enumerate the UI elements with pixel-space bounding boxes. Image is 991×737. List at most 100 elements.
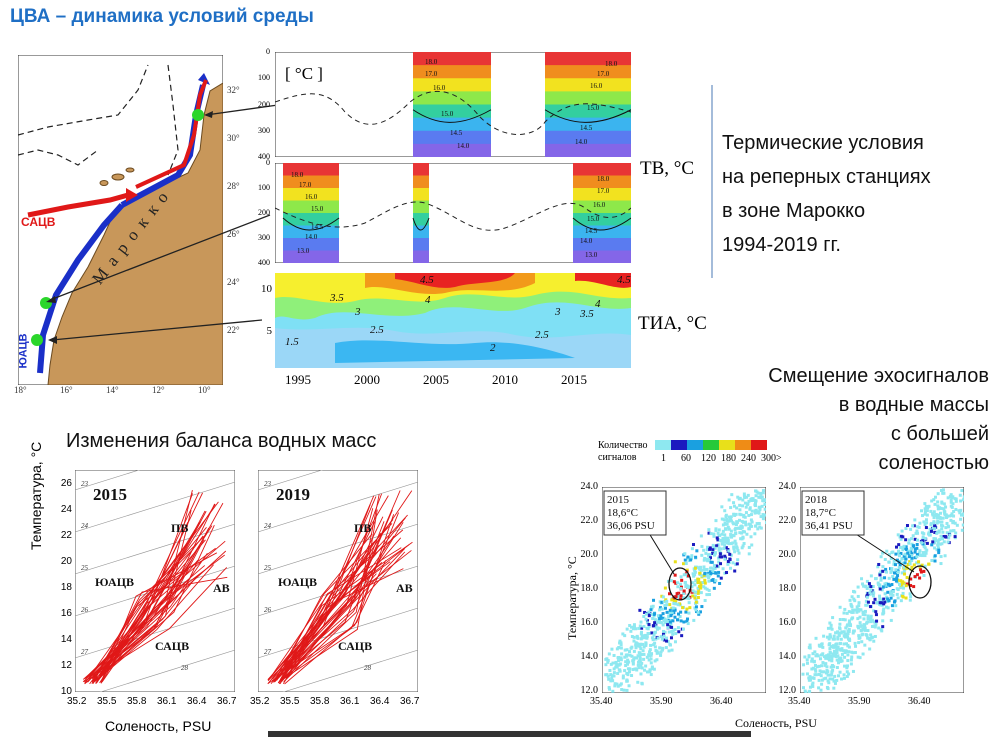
echo-cell [674,595,678,599]
echo-cell [619,641,623,645]
contour-label: 18.0 [291,171,304,179]
echo-cell [817,664,821,668]
echo-cell [652,598,656,602]
lon-tick: 10° [198,385,211,395]
echo-cell [939,534,943,538]
echo-cell [757,495,761,499]
echo-cell [853,651,857,655]
echo-cell [882,607,886,611]
echo-cell [860,640,864,644]
echo-cell [829,623,833,627]
echo-cell [611,661,615,665]
echo-cell [691,589,695,593]
echo-cell [901,580,905,584]
echo-cell [869,585,873,589]
echo-cell [839,637,843,641]
echo-cell [863,609,867,613]
echo-cell [610,647,614,651]
echo-cell [750,543,754,547]
echo-cell [847,650,851,654]
echo-cell [862,617,866,621]
echo-cell [653,645,657,649]
echo-cell [842,642,846,646]
echo-cell [693,583,697,587]
echo-cell [662,600,666,604]
echo-cell [811,684,815,688]
echo-cell [725,517,729,521]
echo-cell [633,625,637,629]
echo-cell [641,642,645,646]
echo-cell [865,595,869,599]
echo-cell [850,655,854,659]
echo-cell [639,630,643,634]
echo-cell [742,492,746,496]
echo-cell [753,503,757,507]
depth-tick: 200 [258,208,270,217]
echo-cell [944,505,948,509]
echo-cell [644,617,648,621]
echo-cell [705,574,709,578]
year-tick: 2005 [423,372,449,387]
tia-contour-label: 3.5 [579,308,594,320]
tia-contour-label: 4.5 [617,274,631,286]
echo-cell [642,624,646,628]
echo-cell [951,495,955,499]
echo-cell [627,684,631,688]
echo-cell [728,552,732,556]
strata-band [283,163,339,177]
echo-cell [719,547,723,551]
echo-cell [720,517,724,521]
echo-cell [892,600,896,604]
echo-cell [726,562,730,566]
echo-cell [638,608,642,612]
echo-cell [905,576,909,580]
echo-cell [842,611,846,615]
echo-cell [908,598,912,602]
echo-cell [877,562,881,566]
echo-cell [649,657,653,661]
echo-cell [862,584,866,588]
echo-cell [742,520,746,524]
echo-cell [830,627,834,631]
strata-band [545,78,631,93]
echo-cell [667,615,671,619]
echo-cell [708,570,712,574]
echo-cell [736,548,740,552]
echo-cell [696,611,700,615]
echo-cell [880,588,884,592]
echo-cell [827,637,831,641]
echo-cell [933,502,937,506]
echo-y-tick: 20.0 [580,549,599,560]
lon-tick: 18° [14,385,27,395]
echo-cell [948,494,952,498]
echo-cell [705,587,709,591]
echo-cell [709,566,713,570]
echo-cell [805,672,809,676]
echo-cell [916,531,920,535]
sigma-label: 23 [81,480,89,488]
echo-cell [742,515,746,519]
strata-band [283,250,339,264]
echo-cell [678,602,682,606]
echo-cell [685,568,689,572]
echo-cell [612,667,616,671]
echo-cell [853,599,857,603]
echo-cell [702,573,706,577]
echo-cell [689,556,693,560]
strata-band [413,238,429,252]
echo-cell [723,522,727,526]
echo-cell [829,665,833,669]
echo-cell [665,603,669,607]
echo-cell [845,611,849,615]
legend-swatch [751,440,767,450]
ts-profile-line [267,496,377,685]
echo-cell [626,671,630,675]
echo-cell [666,626,670,630]
echo-cell [882,611,886,615]
tia-contour-label: 3 [354,306,361,318]
echo-cell [869,574,873,578]
echo-cell [652,624,656,628]
morocco-map: Марокко САЦВ ЮАЦВ 32° 30° 28° 26° 24° 22° 18°… [14,54,240,395]
echo-cell [607,652,611,656]
echo-cell [734,526,738,530]
